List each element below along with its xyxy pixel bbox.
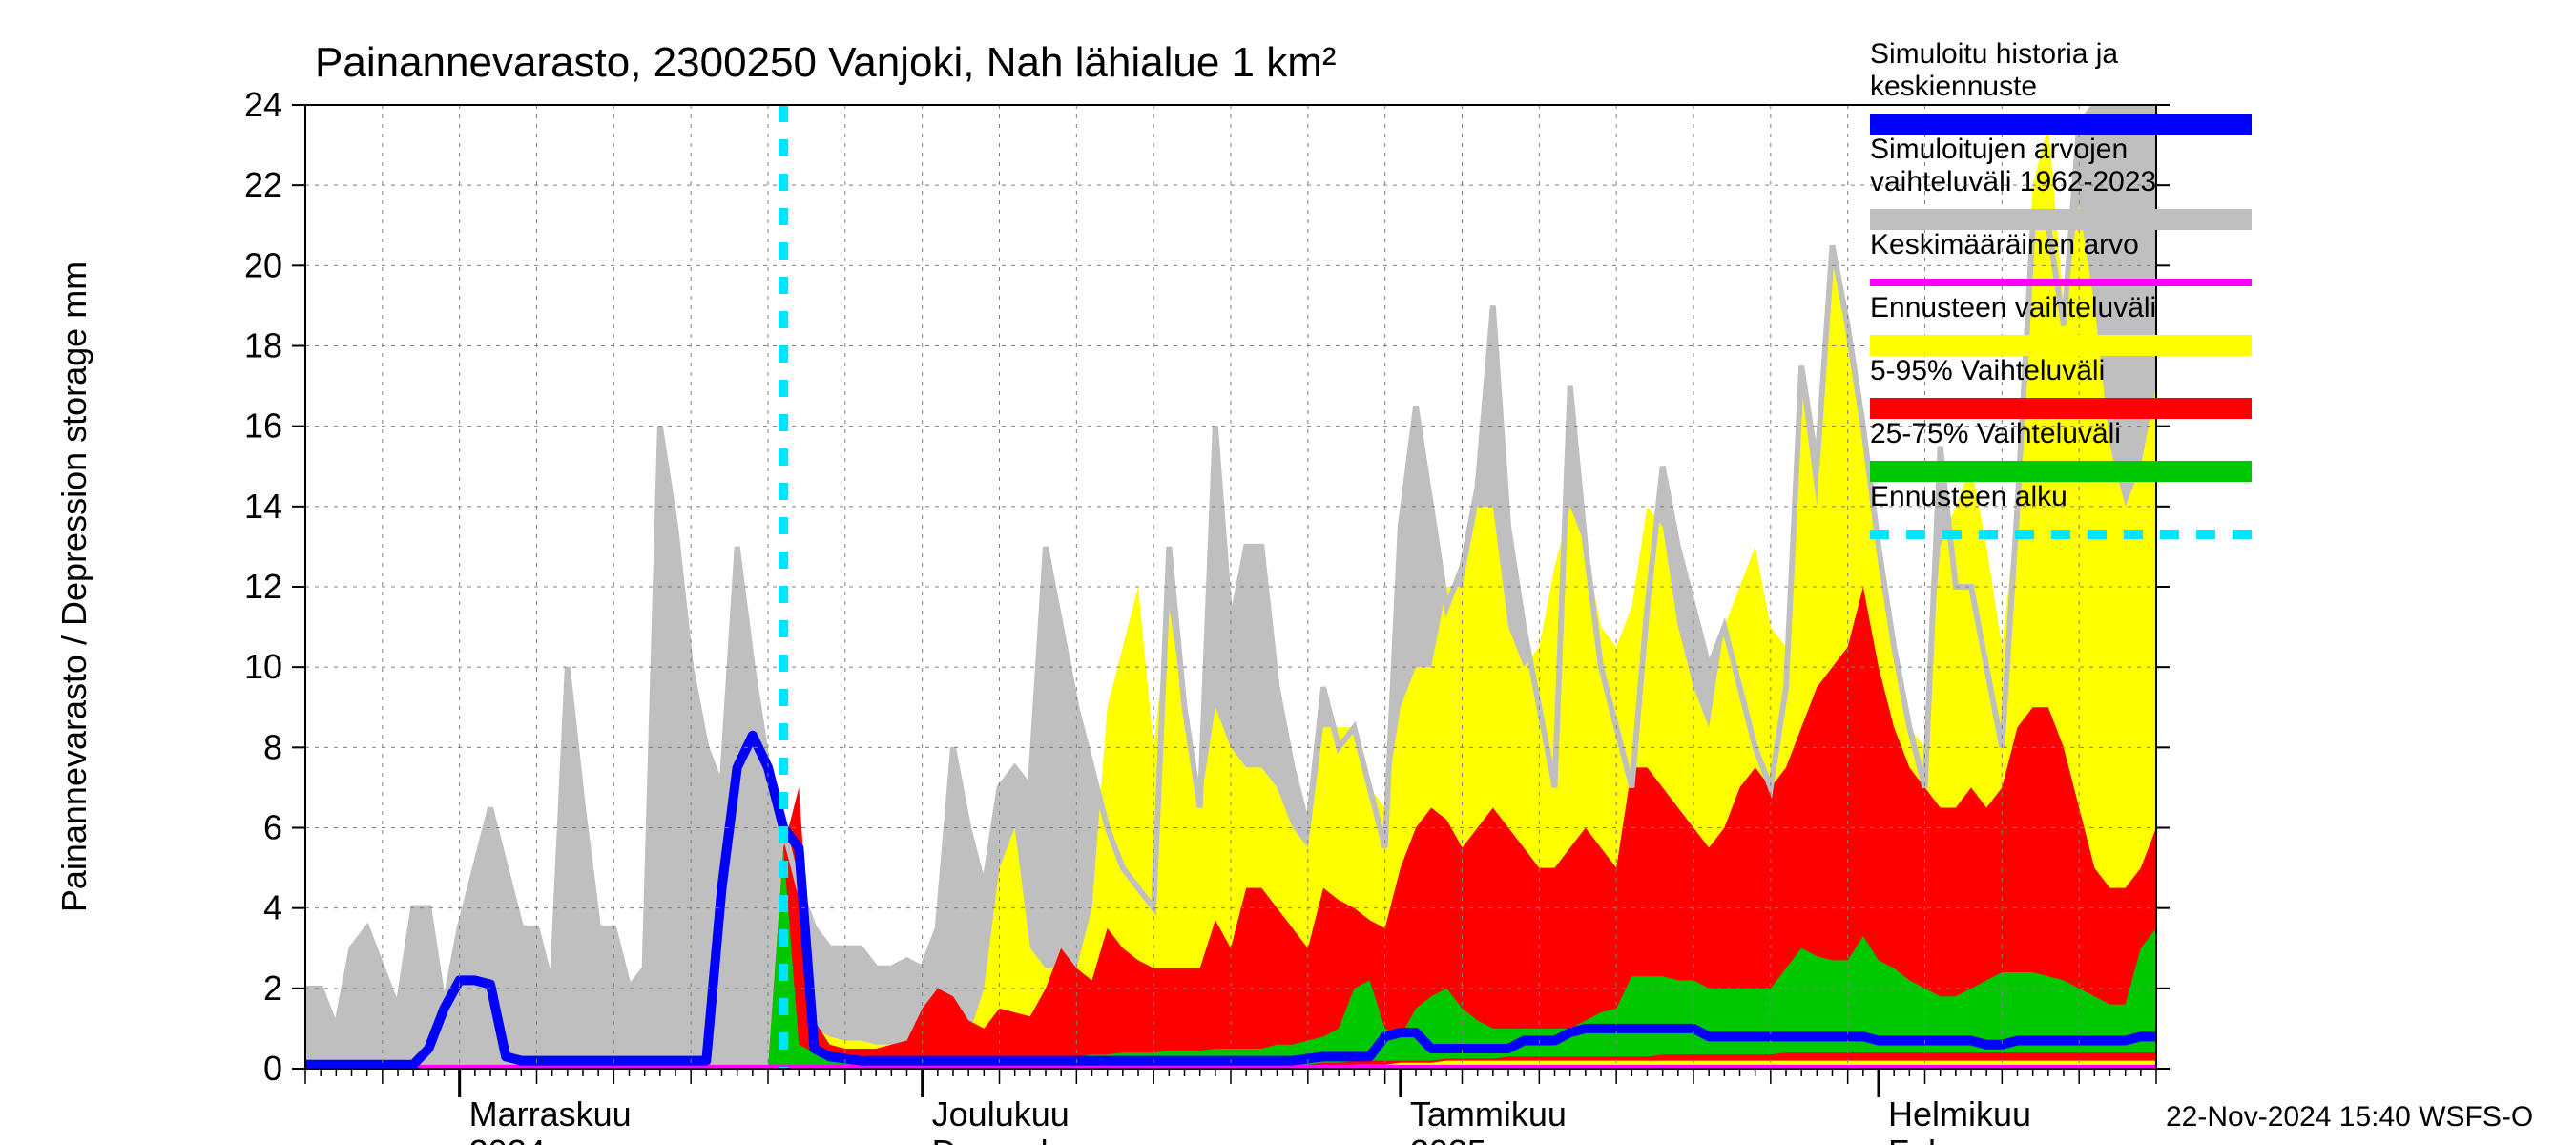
svg-text:8: 8 (263, 727, 282, 766)
svg-text:16: 16 (244, 406, 282, 446)
svg-text:22: 22 (244, 165, 282, 204)
svg-text:10: 10 (244, 647, 282, 686)
svg-text:Helmikuu: Helmikuu (1888, 1094, 2031, 1134)
svg-text:Ennusteen alku: Ennusteen alku (1870, 481, 2067, 512)
svg-text:12: 12 (244, 567, 282, 606)
svg-text:25-75% Vaihteluväli: 25-75% Vaihteluväli (1870, 418, 2121, 449)
svg-text:5-95% Vaihteluväli: 5-95% Vaihteluväli (1870, 355, 2105, 386)
svg-text:0: 0 (263, 1049, 282, 1088)
svg-text:Marraskuu: Marraskuu (469, 1094, 632, 1134)
svg-text:20: 20 (244, 245, 282, 284)
svg-text:14: 14 (244, 487, 282, 526)
svg-text:2025: 2025 (1410, 1133, 1486, 1145)
svg-text:Simuloitu historia ja: Simuloitu historia ja (1870, 38, 2118, 70)
svg-text:18: 18 (244, 326, 282, 365)
svg-text:keskiennuste: keskiennuste (1870, 71, 2037, 102)
svg-text:February: February (1888, 1133, 2025, 1145)
svg-text:Painannevarasto / Depression s: Painannevarasto / Depression storage mm (54, 261, 93, 912)
svg-text:Joulukuu: Joulukuu (932, 1094, 1070, 1134)
svg-text:Tammikuu: Tammikuu (1410, 1094, 1567, 1134)
svg-text:4: 4 (263, 888, 282, 927)
svg-text:Painannevarasto, 2300250 Vanjo: Painannevarasto, 2300250 Vanjoki, Nah lä… (315, 39, 1337, 86)
svg-text:6: 6 (263, 808, 282, 847)
svg-text:2: 2 (263, 968, 282, 1008)
svg-text:22-Nov-2024 15:40 WSFS-O: 22-Nov-2024 15:40 WSFS-O (2166, 1101, 2533, 1133)
svg-text:Keskimääräinen arvo: Keskimääräinen arvo (1870, 229, 2139, 260)
svg-text:Simuloitujen arvojen: Simuloitujen arvojen (1870, 134, 2128, 165)
svg-text:2024: 2024 (469, 1133, 546, 1145)
svg-text:Ennusteen vaihteluväli: Ennusteen vaihteluväli (1870, 292, 2156, 323)
svg-text:vaihteluväli 1962-2023: vaihteluväli 1962-2023 (1870, 166, 2156, 198)
svg-text:24: 24 (244, 85, 282, 124)
svg-text:December: December (932, 1133, 1091, 1145)
